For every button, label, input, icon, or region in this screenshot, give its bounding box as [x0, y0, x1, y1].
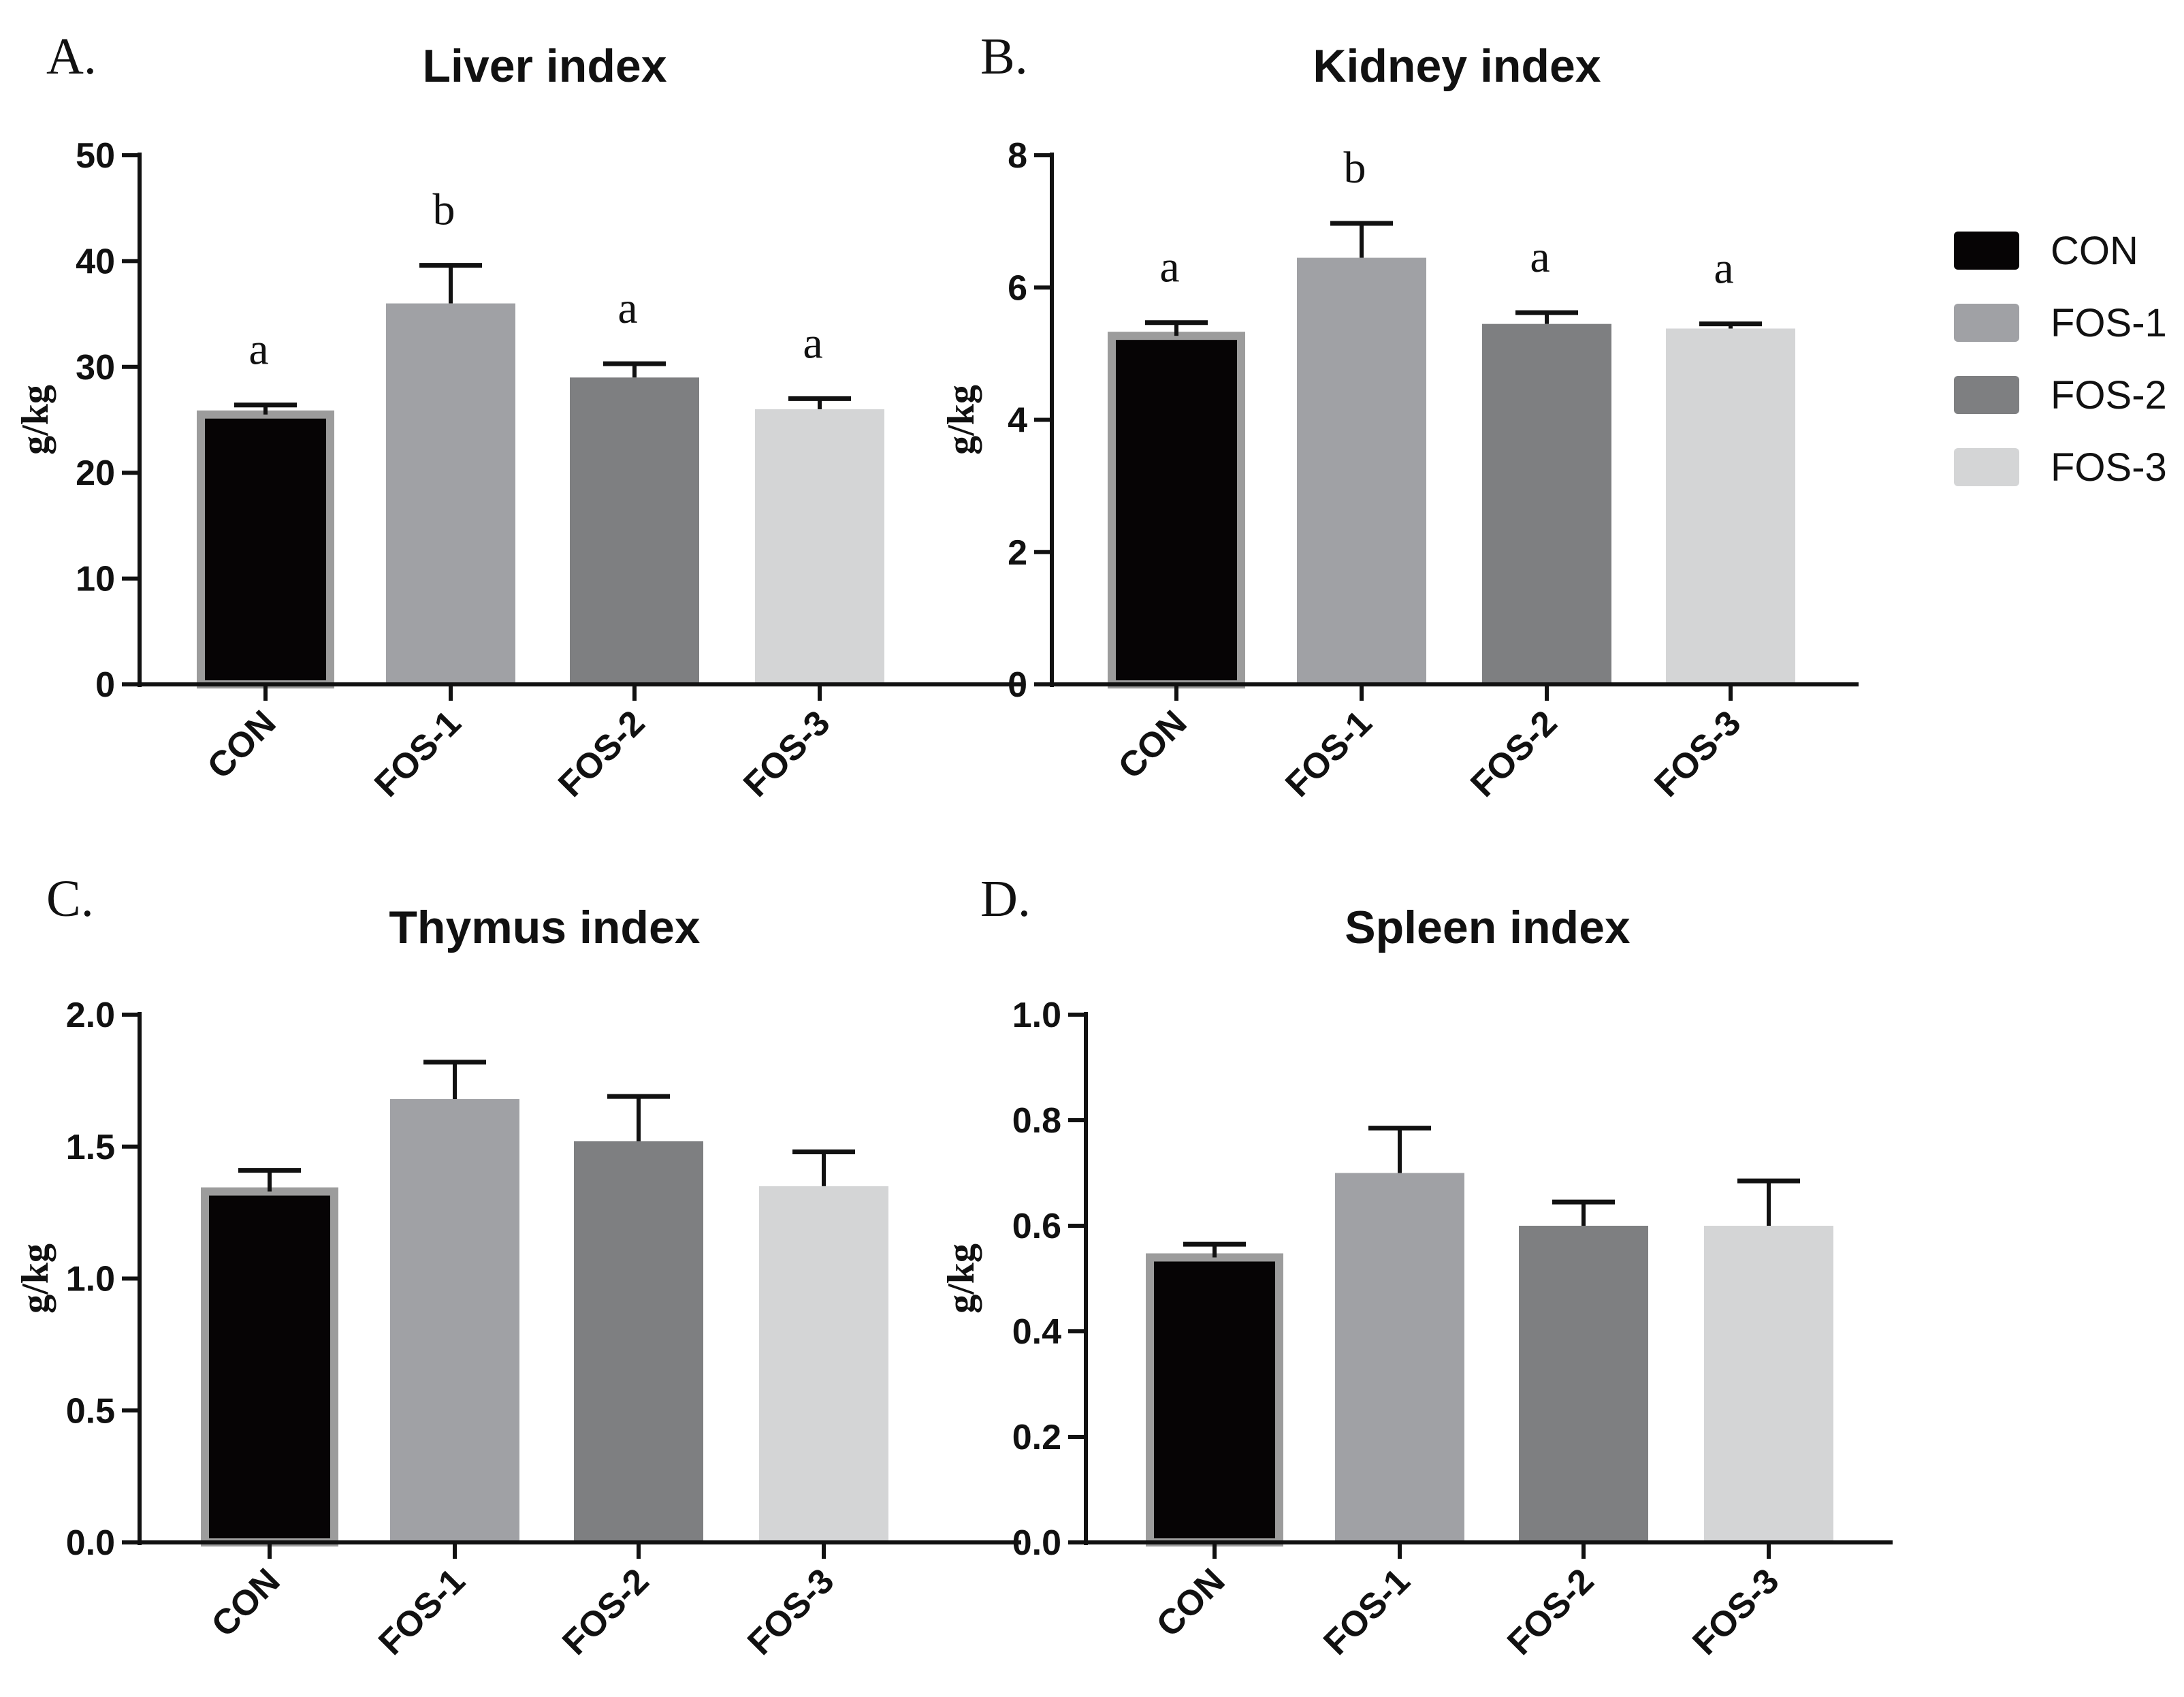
legend-label: FOS-1: [2051, 301, 2167, 345]
x-tick-label: FOS-2: [555, 1561, 656, 1662]
y-tick-label: 1.0: [1012, 996, 1061, 1035]
x-tick-label: FOS-3: [1685, 1561, 1786, 1662]
legend-label: FOS-3: [2051, 445, 2167, 490]
x-tick-label: FOS-2: [1463, 703, 1564, 804]
x-tick-label: FOS-3: [1647, 703, 1748, 804]
x-tick-label: CON: [1111, 703, 1195, 787]
y-tick-label: 8: [1008, 136, 1027, 176]
y-tick-label: 4: [1008, 401, 1027, 441]
legend-swatch: [1954, 376, 2019, 414]
legend-label: FOS-2: [2051, 373, 2167, 417]
bar: [1482, 323, 1611, 684]
panel-letter: C.: [46, 870, 94, 927]
bar: [759, 1186, 888, 1542]
y-tick-label: 0.0: [66, 1523, 115, 1563]
bar: [197, 410, 334, 688]
x-tick-label: FOS-2: [551, 703, 652, 804]
legend-swatch: [1954, 232, 2019, 270]
bar: [1146, 1253, 1283, 1547]
bar: [574, 1141, 703, 1542]
y-axis-label: g/kg: [14, 1243, 57, 1314]
significance-label: a: [1530, 232, 1549, 282]
panel-letter: A.: [46, 28, 97, 85]
legend: CON FOS-1 FOS-2 FOS-3: [1954, 229, 2167, 490]
y-tick-label: 2: [1008, 533, 1027, 573]
y-tick-label: 0.4: [1012, 1312, 1061, 1352]
y-tick-label: 0.0: [1012, 1523, 1061, 1563]
significance-label: a: [1159, 242, 1179, 292]
chart-panel: C. Thymus index g/kg 0.0 0.5 1.0 1.5 2.0 CON FOS-…: [14, 870, 1021, 1663]
significance-label: b: [1344, 143, 1366, 193]
significance-label: a: [248, 325, 268, 375]
bar: [570, 377, 699, 684]
significance-label: a: [803, 318, 822, 368]
panel-letter: D.: [980, 870, 1031, 927]
bar: [755, 409, 884, 684]
bar: [201, 1187, 338, 1547]
x-tick-label: FOS-1: [1316, 1561, 1417, 1662]
y-tick-label: 20: [76, 454, 115, 493]
x-tick-label: FOS-1: [371, 1561, 472, 1662]
chart-title: Spleen index: [1345, 902, 1631, 953]
x-tick-label: FOS-2: [1500, 1561, 1601, 1662]
x-tick-label: CON: [204, 1561, 288, 1645]
bar: [1519, 1226, 1648, 1542]
x-tick-label: FOS-3: [740, 1561, 841, 1662]
x-tick-label: CON: [1149, 1561, 1233, 1645]
bar: [386, 303, 515, 684]
y-tick-label: 6: [1008, 268, 1027, 308]
chart-panel: B. Kidney index g/kg a b a a 0 2 4 6 8 CON FOS-1 FOS-2…: [940, 28, 1859, 805]
y-tick-label: 0: [95, 665, 115, 705]
chart-title: Thymus index: [389, 902, 700, 953]
panel-letter: B.: [980, 28, 1028, 85]
y-tick-label: 30: [76, 348, 115, 387]
y-axis-label: g/kg: [14, 385, 57, 455]
y-tick-label: 0: [1008, 665, 1027, 705]
y-tick-label: 50: [76, 136, 115, 176]
y-axis-label: g/kg: [940, 385, 982, 455]
significance-label: a: [617, 283, 637, 333]
x-tick-label: FOS-1: [367, 703, 468, 804]
bar: [1335, 1173, 1464, 1542]
bar: [1108, 332, 1245, 688]
y-tick-label: 1.5: [66, 1128, 115, 1167]
x-tick-label: CON: [200, 703, 284, 787]
legend-label: CON: [2051, 229, 2138, 273]
x-tick-label: FOS-3: [736, 703, 837, 804]
chart-panel: A. Liver index g/kg a b a a 0 10 20 30 40 50 CON FOS-1…: [14, 28, 1021, 805]
y-tick-label: 0.8: [1012, 1101, 1061, 1141]
x-tick-label: FOS-1: [1278, 703, 1379, 804]
chart-title: Liver index: [422, 40, 667, 92]
y-tick-label: 1.0: [66, 1260, 115, 1299]
y-axis-label: g/kg: [940, 1243, 982, 1314]
y-tick-label: 40: [76, 242, 115, 281]
bar: [1297, 257, 1426, 684]
chart-panel: D. Spleen index g/kg 0.0 0.2 0.4 0.6 0.8 1.0 CON F…: [940, 870, 1893, 1663]
bar: [1704, 1226, 1833, 1542]
y-tick-label: 10: [76, 560, 115, 599]
y-tick-label: 0.2: [1012, 1418, 1061, 1457]
y-tick-label: 2.0: [66, 996, 115, 1035]
y-tick-label: 0.6: [1012, 1207, 1061, 1246]
bar: [1666, 328, 1795, 684]
chart-title: Kidney index: [1313, 40, 1601, 92]
legend-swatch: [1954, 448, 2019, 486]
y-tick-label: 0.5: [66, 1391, 115, 1431]
bar: [390, 1099, 519, 1542]
significance-label: a: [1714, 244, 1733, 294]
significance-label: b: [433, 185, 455, 235]
legend-swatch: [1954, 304, 2019, 342]
